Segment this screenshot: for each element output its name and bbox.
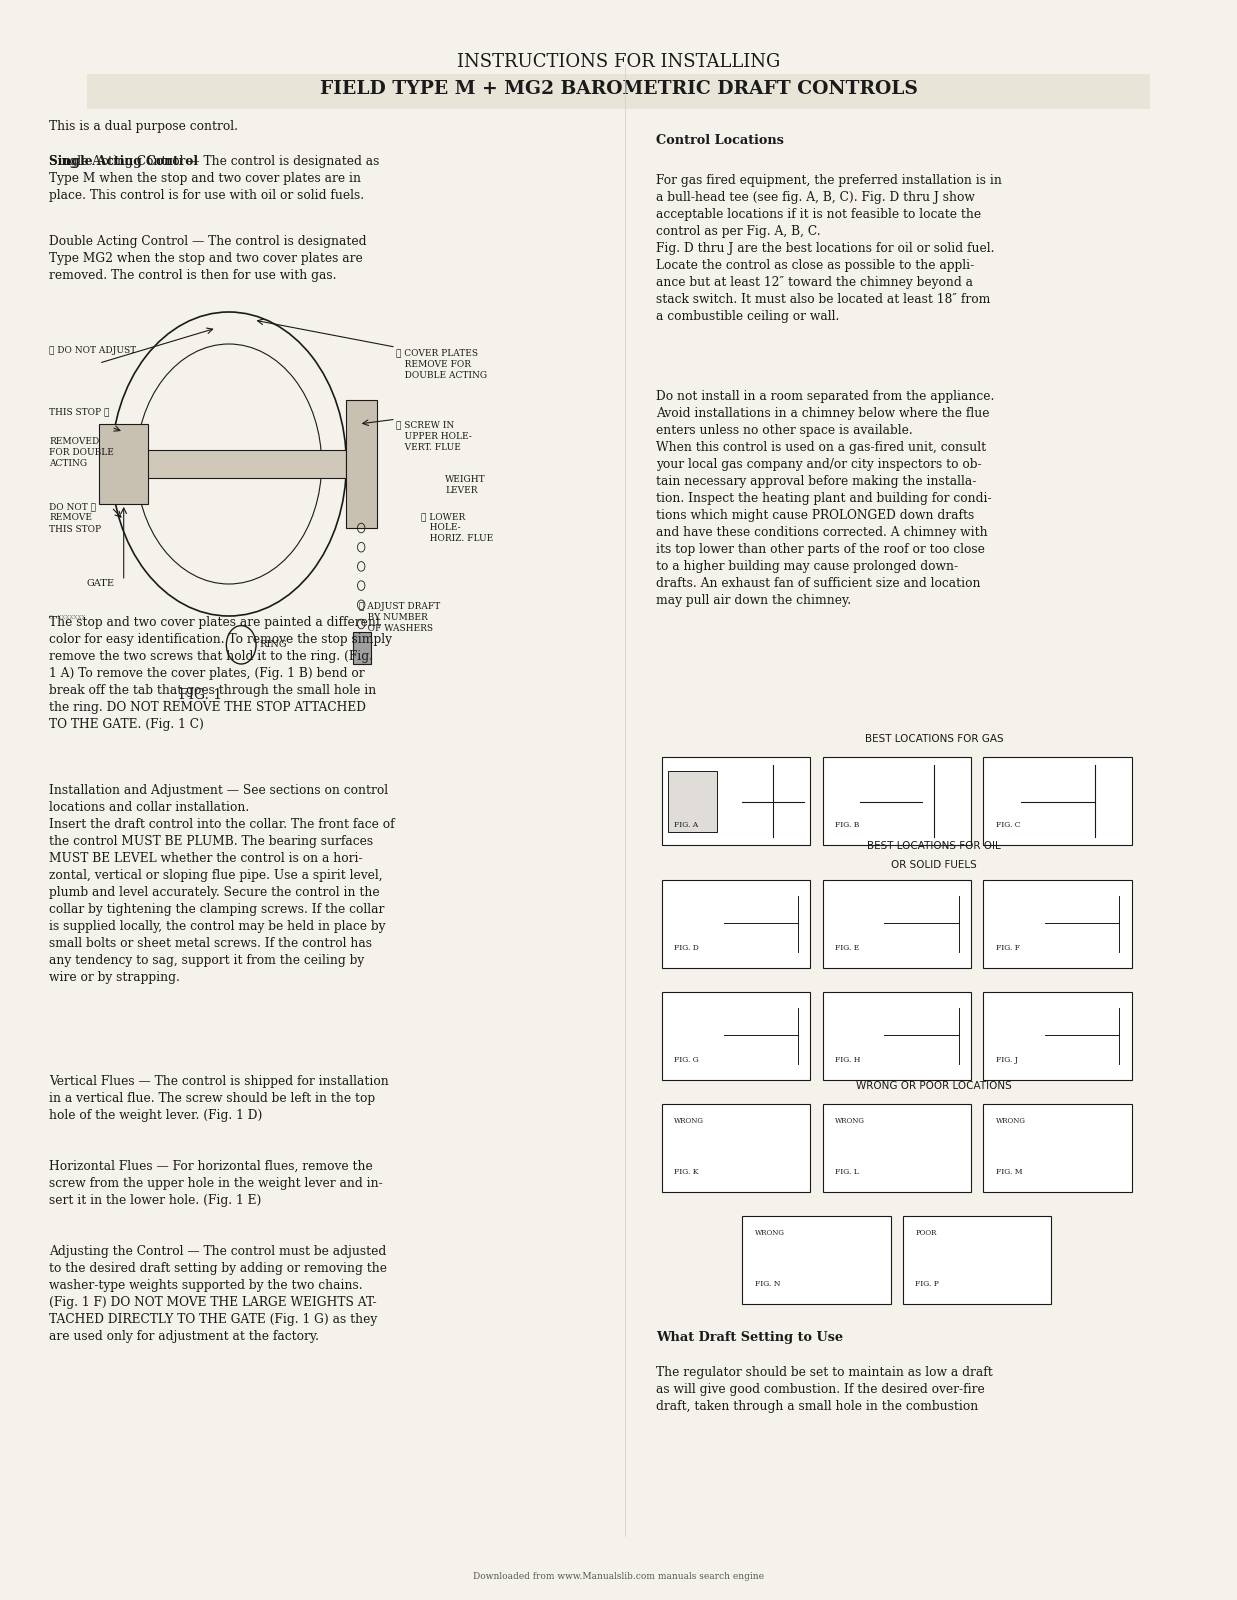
Text: FIG. K: FIG. K xyxy=(674,1168,699,1176)
Text: RING: RING xyxy=(260,640,287,650)
Bar xyxy=(983,757,1132,845)
Text: FIG. J: FIG. J xyxy=(996,1056,1018,1064)
Text: The regulator should be set to maintain as low a draft
as will give good combust: The regulator should be set to maintain … xyxy=(656,1366,992,1413)
Text: WRONG: WRONG xyxy=(755,1229,784,1237)
Text: ⓖ DO NOT ADJUST: ⓖ DO NOT ADJUST xyxy=(49,346,136,355)
Text: FIG. G: FIG. G xyxy=(674,1056,699,1064)
Bar xyxy=(87,74,1150,109)
Text: BEST LOCATIONS FOR GAS: BEST LOCATIONS FOR GAS xyxy=(865,734,1003,744)
Bar xyxy=(983,880,1132,968)
Bar xyxy=(983,992,1132,1080)
Bar xyxy=(662,992,810,1080)
Text: c. xxxxxxx: c. xxxxxxx xyxy=(49,613,87,621)
Bar xyxy=(353,632,371,664)
Text: Downloaded from www.Manualslib.com manuals search engine: Downloaded from www.Manualslib.com manua… xyxy=(473,1571,764,1581)
Bar xyxy=(662,880,810,968)
Bar xyxy=(662,1104,810,1192)
Text: ⓕ ADJUST DRAFT
   BY NUMBER
   OF WASHERS: ⓕ ADJUST DRAFT BY NUMBER OF WASHERS xyxy=(359,602,440,634)
Text: Single Acting Control: Single Acting Control xyxy=(49,155,199,168)
Text: WEIGHT
LEVER: WEIGHT LEVER xyxy=(445,475,486,496)
Text: FIG. C: FIG. C xyxy=(996,821,1021,829)
Text: FIG. P: FIG. P xyxy=(915,1280,939,1288)
Text: Vertical Flues — The control is shipped for installation
in a vertical flue. The: Vertical Flues — The control is shipped … xyxy=(49,1075,390,1122)
Text: FIG. B: FIG. B xyxy=(835,821,860,829)
Text: This is a dual purpose control.: This is a dual purpose control. xyxy=(49,120,239,133)
Text: THIS STOP Ⓐ: THIS STOP Ⓐ xyxy=(49,406,110,416)
Bar xyxy=(99,424,148,504)
Text: FIG. 1: FIG. 1 xyxy=(179,688,223,702)
Text: FIG. H: FIG. H xyxy=(835,1056,861,1064)
Bar xyxy=(823,757,971,845)
Bar xyxy=(823,992,971,1080)
Text: INSTRUCTIONS FOR INSTALLING: INSTRUCTIONS FOR INSTALLING xyxy=(456,53,781,70)
Text: Double Acting Control — The control is designated
Type MG2 when the stop and two: Double Acting Control — The control is d… xyxy=(49,235,367,282)
Text: Single Acting Control — The control is designated as
Type M when the stop and tw: Single Acting Control — The control is d… xyxy=(49,155,380,202)
Text: REMOVED
FOR DOUBLE
ACTING: REMOVED FOR DOUBLE ACTING xyxy=(49,437,114,467)
Text: FIG. N: FIG. N xyxy=(755,1280,781,1288)
Text: BEST LOCATIONS FOR OIL: BEST LOCATIONS FOR OIL xyxy=(867,842,1001,851)
Text: Do not install in a room separated from the appliance.
Avoid installations in a : Do not install in a room separated from … xyxy=(656,390,995,608)
Text: GATE: GATE xyxy=(87,579,115,589)
Text: WRONG OR POOR LOCATIONS: WRONG OR POOR LOCATIONS xyxy=(856,1082,1012,1091)
Text: Control Locations: Control Locations xyxy=(656,134,783,147)
Text: ⓔ LOWER
   HOLE-
   HORIZ. FLUE: ⓔ LOWER HOLE- HORIZ. FLUE xyxy=(421,512,492,544)
Bar xyxy=(662,757,810,845)
Bar xyxy=(983,1104,1132,1192)
Bar xyxy=(668,771,717,832)
Text: FIG. D: FIG. D xyxy=(674,944,699,952)
Text: What Draft Setting to Use: What Draft Setting to Use xyxy=(656,1331,842,1344)
Text: The stop and two cover plates are painted a different
color for easy identificat: The stop and two cover plates are painte… xyxy=(49,616,392,731)
Text: FIG. M: FIG. M xyxy=(996,1168,1022,1176)
Text: Ⓑ COVER PLATES
   REMOVE FOR
   DOUBLE ACTING: Ⓑ COVER PLATES REMOVE FOR DOUBLE ACTING xyxy=(396,349,487,379)
Text: FIELD TYPE M + MG2 BAROMETRIC DRAFT CONTROLS: FIELD TYPE M + MG2 BAROMETRIC DRAFT CONT… xyxy=(319,80,918,98)
Text: Adjusting the Control — The control must be adjusted
to the desired draft settin: Adjusting the Control — The control must… xyxy=(49,1245,387,1342)
Text: FIG. A: FIG. A xyxy=(674,821,699,829)
Text: FIG. L: FIG. L xyxy=(835,1168,858,1176)
Bar xyxy=(346,400,377,528)
Text: FIG. F: FIG. F xyxy=(996,944,1019,952)
Text: WRONG: WRONG xyxy=(996,1117,1025,1125)
Text: OR SOLID FUELS: OR SOLID FUELS xyxy=(891,861,977,870)
Text: ⓓ SCREW IN
   UPPER HOLE-
   VERT. FLUE: ⓓ SCREW IN UPPER HOLE- VERT. FLUE xyxy=(396,421,471,451)
Text: WRONG: WRONG xyxy=(674,1117,704,1125)
Text: DO NOT Ⓒ
REMOVE
THIS STOP: DO NOT Ⓒ REMOVE THIS STOP xyxy=(49,502,101,533)
Text: Installation and Adjustment — See sections on control
locations and collar insta: Installation and Adjustment — See sectio… xyxy=(49,784,395,984)
Bar xyxy=(823,880,971,968)
Text: POOR: POOR xyxy=(915,1229,936,1237)
Bar xyxy=(823,1104,971,1192)
Text: For gas fired equipment, the preferred installation is in
a bull-head tee (see f: For gas fired equipment, the preferred i… xyxy=(656,174,1002,323)
Bar xyxy=(903,1216,1051,1304)
Text: WRONG: WRONG xyxy=(835,1117,865,1125)
Text: Horizontal Flues — For horizontal flues, remove the
screw from the upper hole in: Horizontal Flues — For horizontal flues,… xyxy=(49,1160,383,1206)
Bar xyxy=(111,450,346,478)
Text: FIG. E: FIG. E xyxy=(835,944,860,952)
Bar xyxy=(742,1216,891,1304)
